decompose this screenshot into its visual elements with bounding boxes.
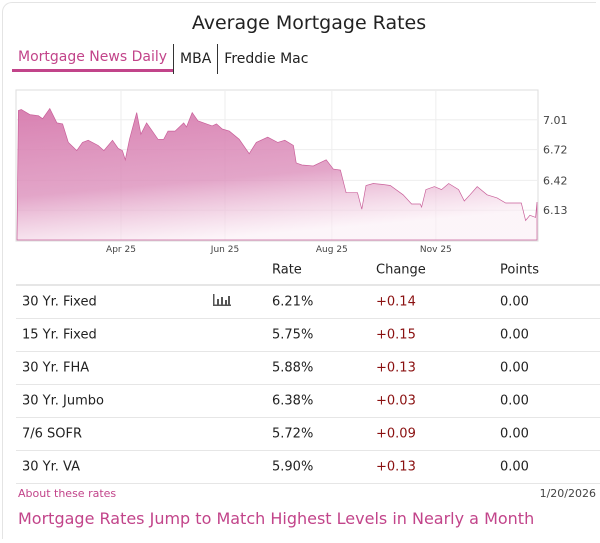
tab-divider [217, 44, 219, 74]
bar-chart-icon[interactable] [213, 294, 231, 310]
table-row[interactable]: 15 Yr. Fixed 5.75% +0.15 0.00 [16, 319, 600, 352]
x-tick-label: Jun 25 [210, 245, 239, 255]
rates-card [2, 2, 596, 539]
tab-divider [173, 44, 175, 74]
points-value: 0.00 [500, 426, 529, 442]
rate-history-chart[interactable]: 7.01 6.72 6.42 6.13 Apr 25 Jun 25 Aug 25 Nov 25 [0, 88, 600, 256]
points-value: 0.00 [500, 294, 529, 310]
loan-type: 30 Yr. Jumbo [22, 393, 104, 409]
y-tick-label: 6.72 [543, 144, 568, 157]
loan-type: 30 Yr. FHA [22, 360, 90, 376]
header-change: Change [376, 262, 426, 278]
rates-date: 1/20/2026 [539, 487, 596, 500]
points-value: 0.00 [500, 360, 529, 376]
table-row[interactable]: 30 Yr. VA 5.90% +0.13 0.00 [16, 451, 600, 484]
y-tick-label: 6.13 [543, 204, 568, 217]
points-value: 0.00 [500, 459, 529, 475]
table-header: Rate Change Points [16, 256, 600, 286]
source-tabs: Mortgage News Daily MBA Freddie Mac [12, 44, 314, 74]
header-points: Points [500, 262, 540, 278]
change-value: +0.14 [376, 294, 416, 310]
headline-link[interactable]: Mortgage Rates Jump to Match Highest Lev… [18, 509, 535, 528]
page-title: Average Mortgage Rates [191, 12, 427, 34]
tab-freddie-mac[interactable]: Freddie Mac [224, 51, 309, 67]
loan-type: 30 Yr. Fixed [22, 294, 97, 310]
y-tick-label: 7.01 [543, 114, 568, 127]
header-rate: Rate [272, 262, 302, 278]
rates-table: Rate Change Points 30 Yr. Fixed 6.21% +0.1… [16, 256, 600, 484]
table-row[interactable]: 30 Yr. FHA 5.88% +0.13 0.00 [16, 352, 600, 385]
tab-mortgage-news-daily[interactable]: Mortgage News Daily [12, 46, 174, 72]
table-row[interactable]: 7/6 SOFR 5.72% +0.09 0.00 [16, 418, 600, 451]
tab-mba[interactable]: MBA [180, 51, 212, 67]
change-value: +0.15 [376, 327, 416, 343]
loan-type: 7/6 SOFR [22, 426, 83, 442]
rate-value: 6.38% [272, 393, 314, 409]
rate-value: 5.72% [272, 426, 314, 442]
rate-value: 5.90% [272, 459, 314, 475]
change-value: +0.09 [376, 426, 416, 442]
change-value: +0.03 [376, 393, 416, 409]
change-value: +0.13 [376, 360, 416, 376]
table-row[interactable]: 30 Yr. Jumbo 6.38% +0.03 0.00 [16, 385, 600, 418]
x-tick-label: Aug 25 [316, 245, 348, 255]
loan-type: 30 Yr. VA [22, 459, 80, 475]
loan-type: 15 Yr. Fixed [22, 327, 97, 343]
points-value: 0.00 [500, 393, 529, 409]
rate-value: 5.75% [272, 327, 314, 343]
rate-area-series [16, 107, 538, 241]
rate-value: 5.88% [272, 360, 314, 376]
table-row[interactable]: 30 Yr. Fixed 6.21% +0.14 0.00 [16, 286, 600, 319]
points-value: 0.00 [500, 327, 529, 343]
y-tick-label: 6.42 [543, 174, 568, 187]
x-tick-label: Apr 25 [106, 245, 136, 255]
about-rates-link[interactable]: About these rates [18, 487, 117, 500]
rate-value: 6.21% [272, 294, 314, 310]
x-tick-label: Nov 25 [420, 245, 452, 255]
change-value: +0.13 [376, 459, 416, 475]
